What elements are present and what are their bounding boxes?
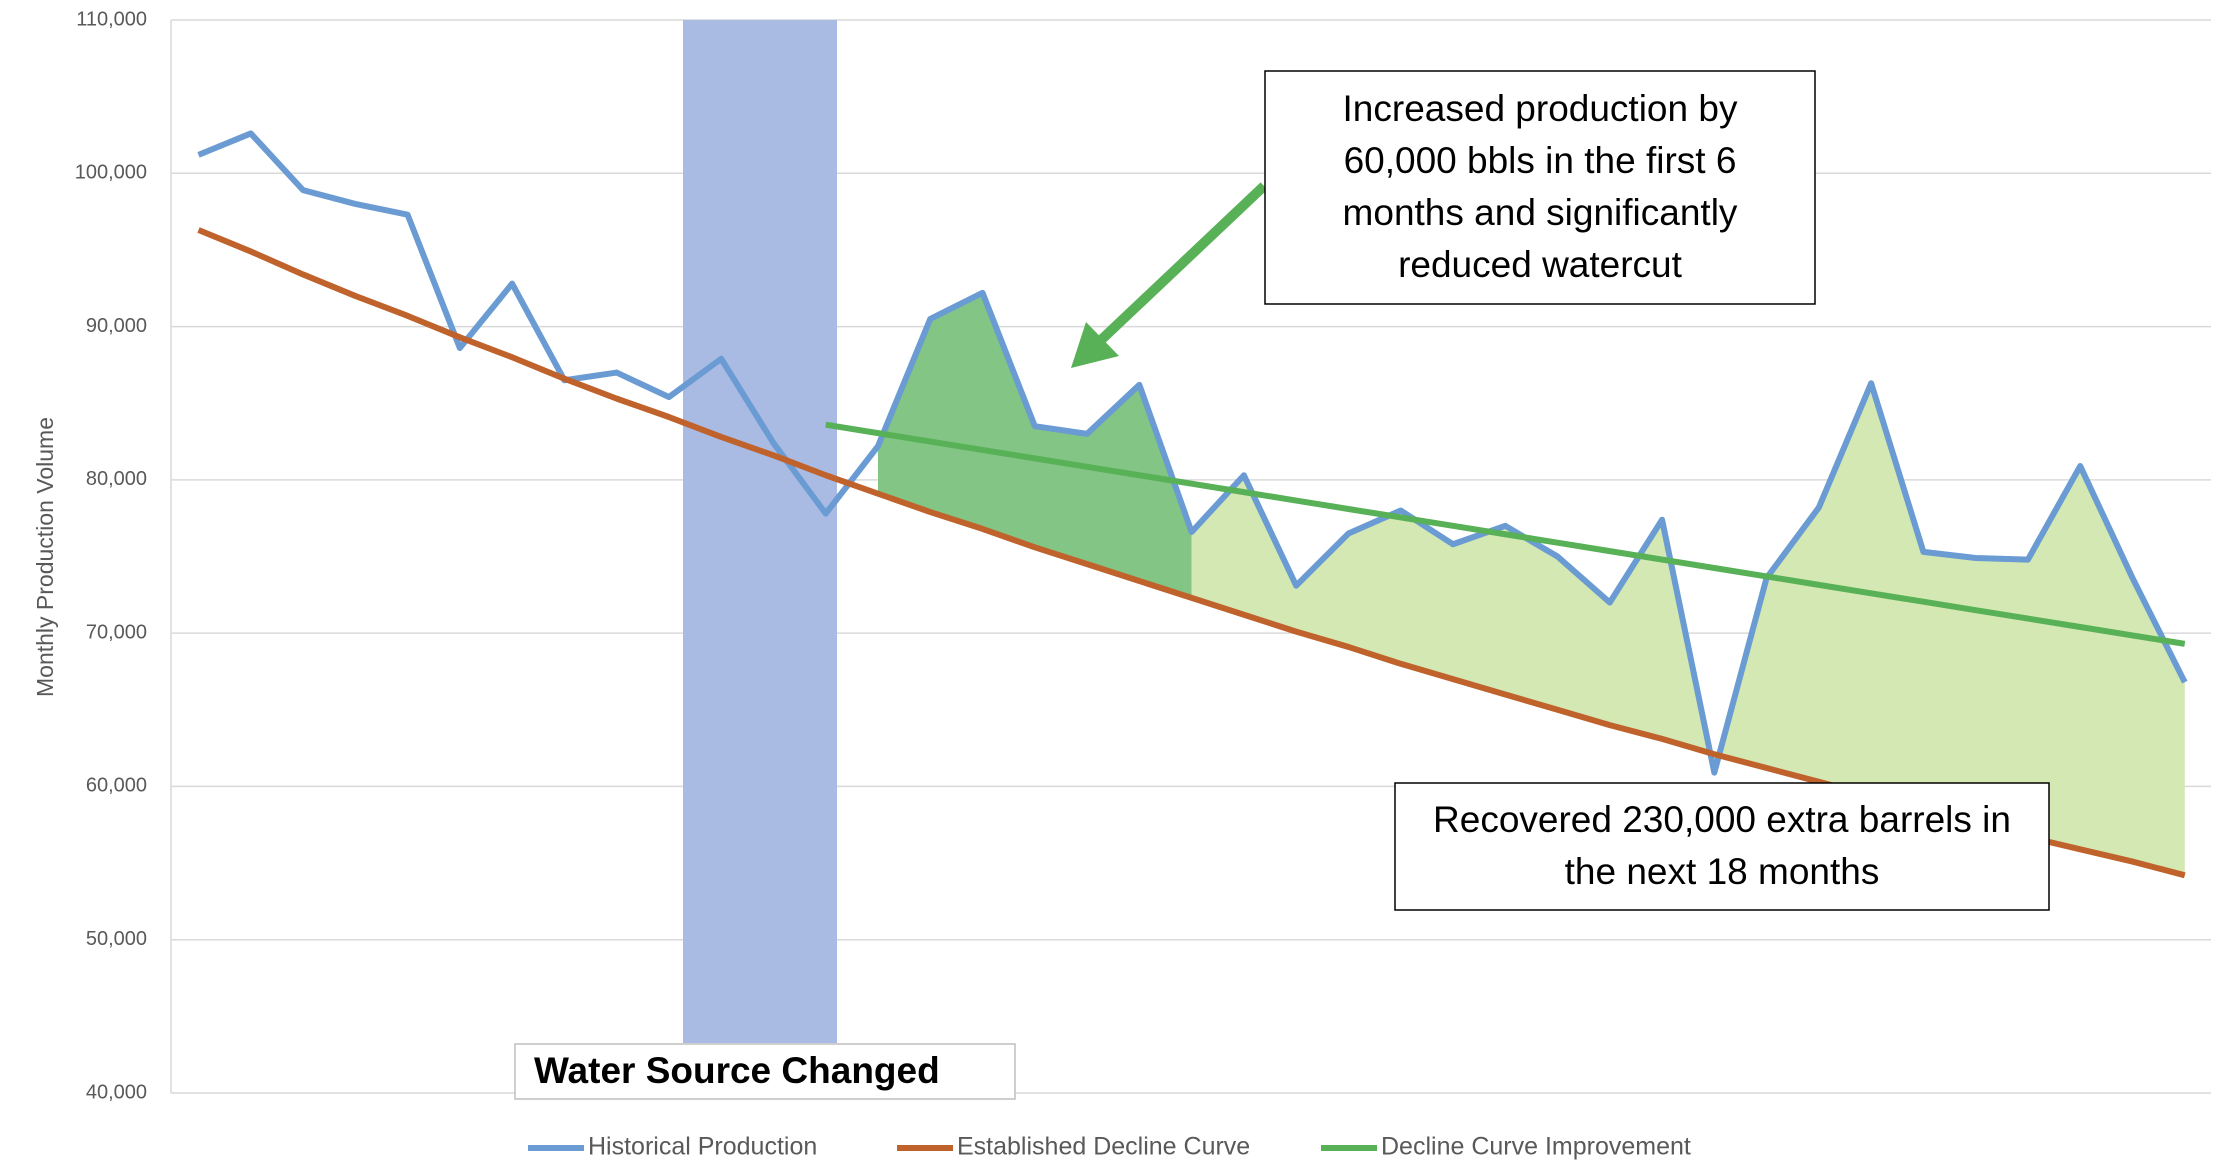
annotation-text: Recovered 230,000 extra barrels in	[1433, 799, 2011, 840]
annotation-box	[1394, 782, 2050, 911]
annotation-text: Increased production by	[1343, 88, 1738, 129]
annotation-text: the next 18 months	[1565, 851, 1880, 892]
y-tick-label: 60,000	[86, 775, 147, 797]
shaded-area	[1191, 383, 2185, 876]
label-box	[514, 1043, 1016, 1100]
series-line	[197, 130, 2188, 776]
legend-label: Decline Curve Improvement	[1381, 1133, 1691, 1161]
y-tick-label: 40,000	[86, 1081, 147, 1103]
y-tick-label: 50,000	[86, 928, 147, 950]
arrow-head	[1071, 322, 1119, 368]
series-line	[825, 421, 2186, 647]
y-tick-label: 80,000	[86, 468, 147, 490]
y-tick-label: 90,000	[86, 315, 147, 337]
arrow-shaft	[1096, 182, 1268, 345]
legend-label: Established Decline Curve	[957, 1133, 1250, 1161]
annotation-box	[1264, 70, 1816, 305]
legend-label: Historical Production	[588, 1133, 817, 1161]
annotation-text: reduced watercut	[1398, 244, 1683, 285]
shaded-area	[878, 292, 1192, 598]
y-tick-label: 70,000	[86, 621, 147, 643]
highlight-band	[683, 20, 837, 1043]
y-tick-label: 110,000	[76, 8, 147, 30]
y-tick-label: 100,000	[75, 162, 147, 184]
highlight-label: Water Source Changed	[534, 1050, 940, 1091]
y-axis-title: Monthly Production Volume	[32, 417, 58, 697]
annotation-text: 60,000 bbls in the first 6	[1344, 140, 1737, 181]
annotation-text: months and significantly	[1343, 192, 1738, 233]
